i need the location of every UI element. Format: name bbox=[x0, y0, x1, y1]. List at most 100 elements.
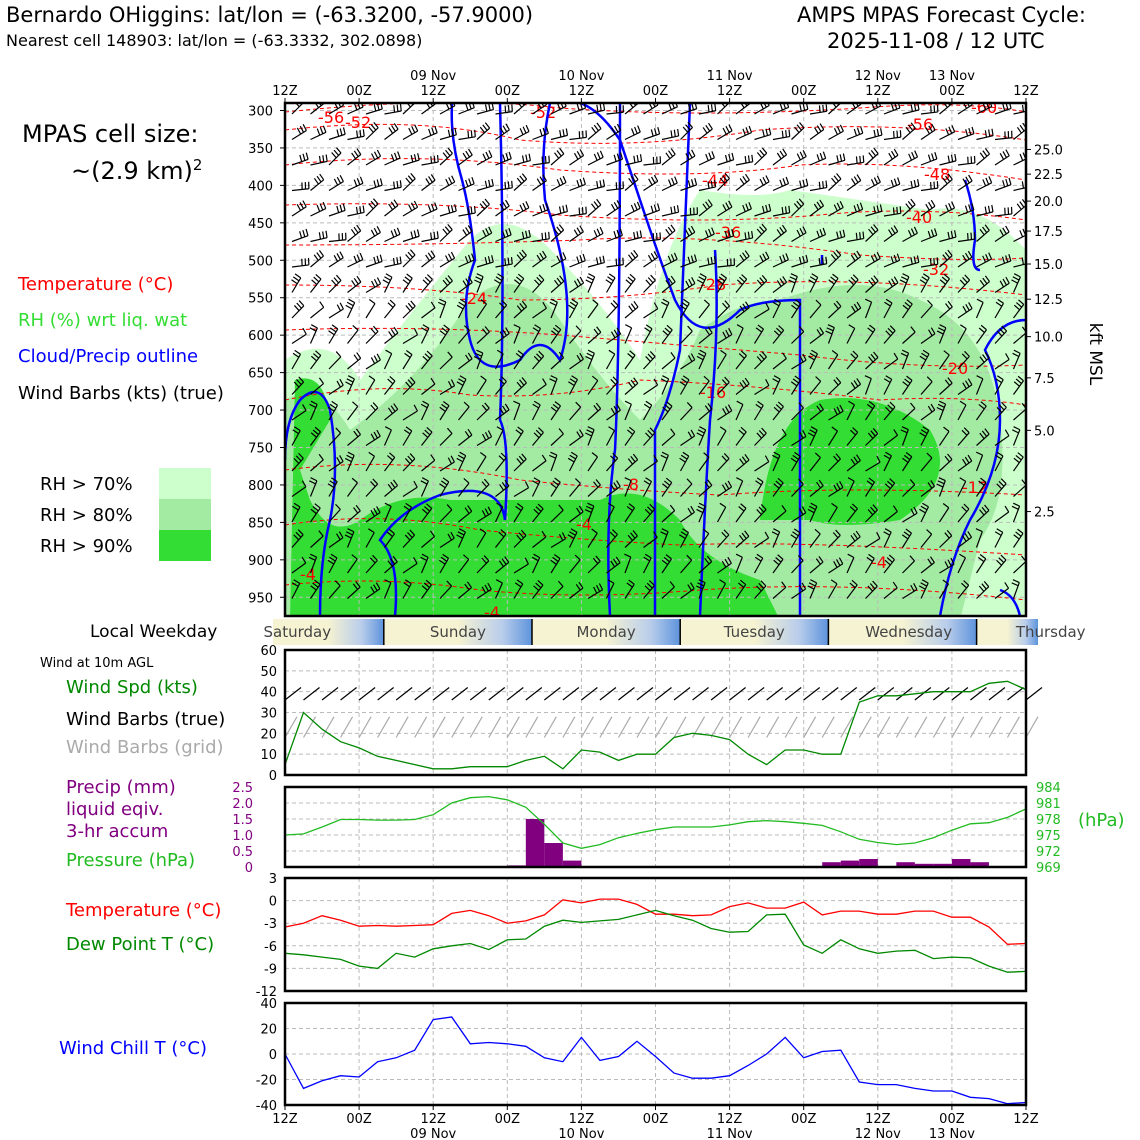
wind-barb-feather bbox=[661, 559, 669, 566]
wind-barb-feather bbox=[739, 178, 745, 185]
wind-barb-feather bbox=[293, 502, 301, 508]
wind-barb-feather bbox=[312, 429, 319, 435]
wind-barb-feather bbox=[545, 202, 549, 210]
wind-barb-feather bbox=[706, 555, 713, 562]
wind-barb bbox=[383, 506, 392, 523]
wind-barb-feather bbox=[382, 279, 390, 284]
top-date-label: 13 Nov bbox=[929, 69, 975, 84]
wind-barb-feather bbox=[925, 203, 930, 211]
wind-barb-feather bbox=[387, 455, 394, 461]
wind-barb bbox=[513, 563, 529, 574]
wind-barb-feather bbox=[853, 532, 859, 540]
wind-barb-feather bbox=[433, 231, 436, 239]
wind-barb-feather bbox=[558, 533, 564, 541]
wind-barb-feather bbox=[864, 375, 872, 380]
wind-tick-label: 10 bbox=[260, 748, 277, 763]
wind-barb bbox=[291, 305, 305, 319]
wind-barb-feather bbox=[796, 200, 802, 207]
wind-barb-feather bbox=[815, 299, 822, 306]
wind-barb bbox=[365, 303, 376, 319]
wind-barb-feather bbox=[579, 255, 583, 263]
wind-barb-feather bbox=[961, 582, 967, 589]
wind-barb-feather bbox=[387, 407, 393, 414]
wind-barb-feather bbox=[302, 153, 306, 161]
bottom-time-label: 00Z bbox=[643, 1112, 669, 1127]
wind-barb-feather bbox=[501, 481, 507, 489]
wind-barb-feather bbox=[884, 301, 891, 307]
wind-barb-feather bbox=[690, 255, 694, 263]
wind-barb-feather bbox=[482, 328, 488, 335]
wind-barb-feather bbox=[336, 176, 342, 184]
wind-barb-feather bbox=[411, 97, 415, 102]
wind-barb-feather bbox=[792, 531, 799, 537]
wind-barb-feather bbox=[663, 480, 671, 486]
wind-barb-feather bbox=[468, 148, 473, 156]
wind-barb-feather bbox=[831, 177, 837, 184]
wind-barb-feather bbox=[484, 508, 490, 516]
wind-barb-feather bbox=[668, 277, 674, 285]
wind-barb-feather bbox=[691, 277, 696, 284]
wind-barb bbox=[384, 110, 402, 115]
wind-barb-feather bbox=[884, 483, 891, 490]
wind-barb bbox=[310, 278, 322, 293]
wind-barb-feather bbox=[335, 147, 342, 154]
wind-barb-feather bbox=[664, 327, 671, 334]
wind-barb-feather bbox=[938, 327, 945, 332]
wind-barb bbox=[421, 237, 439, 243]
wind-barb-feather bbox=[495, 276, 503, 282]
wind-barb-feather bbox=[738, 353, 745, 359]
wind-barb-feather bbox=[396, 227, 401, 235]
wind-barb-feather bbox=[822, 151, 827, 159]
wind-barb-feather bbox=[853, 303, 859, 311]
wind-barb-feather bbox=[792, 301, 800, 308]
wind-barb-feather bbox=[533, 508, 540, 515]
wind-barb-feather bbox=[656, 203, 661, 211]
wind-barb-feather bbox=[310, 324, 318, 329]
wind-barb-feather bbox=[568, 304, 575, 310]
wind-barb bbox=[791, 560, 804, 574]
wind-barb-feather bbox=[756, 477, 764, 483]
wind-barb-feather bbox=[910, 257, 913, 265]
site-title: Bernardo OHiggins: lat/lon = (-63.3200, … bbox=[6, 3, 534, 27]
wind-barb-feather bbox=[368, 298, 376, 305]
wind-barb bbox=[513, 487, 529, 498]
wind-barb-feather bbox=[762, 176, 767, 184]
wind-barb-feather bbox=[456, 304, 464, 310]
wind-barb-feather bbox=[406, 273, 413, 279]
pressure-tick-label: 978 bbox=[1036, 813, 1061, 828]
wind-barb-feather bbox=[691, 149, 696, 157]
wind-barb-feather bbox=[745, 203, 749, 211]
wind-barb-feather bbox=[984, 275, 991, 282]
wind-barb bbox=[1013, 158, 1026, 166]
wind-barb-feather bbox=[756, 553, 764, 559]
wind-barb-feather bbox=[819, 152, 824, 160]
wind-barb-feather bbox=[947, 173, 953, 180]
wind-barb-feather bbox=[388, 331, 394, 338]
wind-barb-feather bbox=[599, 150, 604, 158]
wind-barb-feather bbox=[474, 279, 481, 284]
rh-shade-90b bbox=[760, 398, 940, 525]
wind-barb bbox=[643, 209, 660, 217]
wind-barb-feather bbox=[650, 253, 656, 260]
wind-barb-feather bbox=[910, 402, 916, 409]
wind-barb-feather bbox=[346, 531, 353, 536]
wind-barb-feather bbox=[591, 126, 597, 134]
wind-barb-feather bbox=[739, 579, 747, 586]
wind-barb-feather bbox=[1004, 505, 1010, 513]
wind-barb bbox=[994, 587, 1009, 599]
wind-barb-feather bbox=[579, 352, 584, 360]
wind-barb-feather bbox=[888, 229, 893, 236]
wind-barb-feather bbox=[346, 378, 354, 383]
wind-barb-feather bbox=[351, 152, 357, 160]
wind-barb-feather bbox=[554, 401, 561, 407]
wind-barb-feather bbox=[670, 130, 673, 138]
temperature-contour-label: -4 bbox=[871, 553, 887, 572]
wind-barb-feather bbox=[322, 231, 325, 239]
weekday-cell bbox=[828, 619, 977, 645]
wind-barb-feather bbox=[687, 507, 693, 515]
bottom-time-label: 12Z bbox=[717, 1112, 743, 1127]
top-time-label: 12Z bbox=[420, 84, 446, 99]
wind-barb-feather bbox=[626, 582, 633, 588]
wind-barb-feather bbox=[962, 382, 967, 389]
wind-panel-frame bbox=[283, 648, 1028, 777]
